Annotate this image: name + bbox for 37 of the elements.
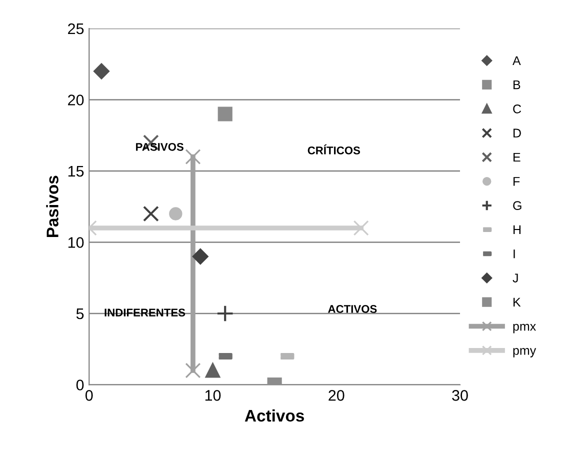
annotation: INDIFERENTES	[104, 308, 186, 316]
y-tick-label: 0	[76, 380, 84, 390]
legend-label: H	[514, 225, 521, 234]
point	[205, 363, 220, 378]
legend-label: A	[512, 56, 521, 65]
legend-label: pmy	[513, 348, 536, 358]
x-tick-label: 0	[85, 390, 93, 401]
annotation: CRÍTICOS	[308, 144, 360, 154]
legend-label: F	[514, 177, 520, 186]
point	[169, 207, 182, 220]
legend-label: D	[514, 128, 521, 138]
legend-label: pmx	[513, 324, 536, 334]
legend-label: J	[512, 274, 518, 282]
point	[185, 148, 201, 165]
y-tick-label: 20	[68, 94, 84, 106]
x-tick-label: 30	[452, 390, 468, 401]
point	[185, 362, 201, 378]
legend-label: E	[514, 152, 520, 162]
legend-label: B	[514, 80, 520, 90]
y-tick-label: 10	[68, 237, 84, 248]
x-tick-label: 10	[205, 390, 221, 401]
point	[142, 206, 159, 222]
annotation: ACTIVOS	[328, 305, 377, 313]
point	[192, 248, 208, 264]
y-tick-label: 15	[68, 166, 84, 177]
legend-label: I	[514, 250, 515, 258]
legend-label: C	[513, 104, 522, 114]
legend-label: G	[513, 201, 522, 210]
x-tick-label: 20	[328, 390, 344, 401]
y-tick-label: 25	[68, 23, 84, 34]
y-axis-title: Pasivos	[46, 176, 58, 238]
x-axis-title: Activos	[244, 409, 304, 422]
point	[94, 63, 110, 80]
point	[216, 304, 234, 322]
point	[218, 106, 232, 122]
legend-label: K	[514, 298, 521, 306]
y-tick-label: 5	[76, 308, 84, 320]
